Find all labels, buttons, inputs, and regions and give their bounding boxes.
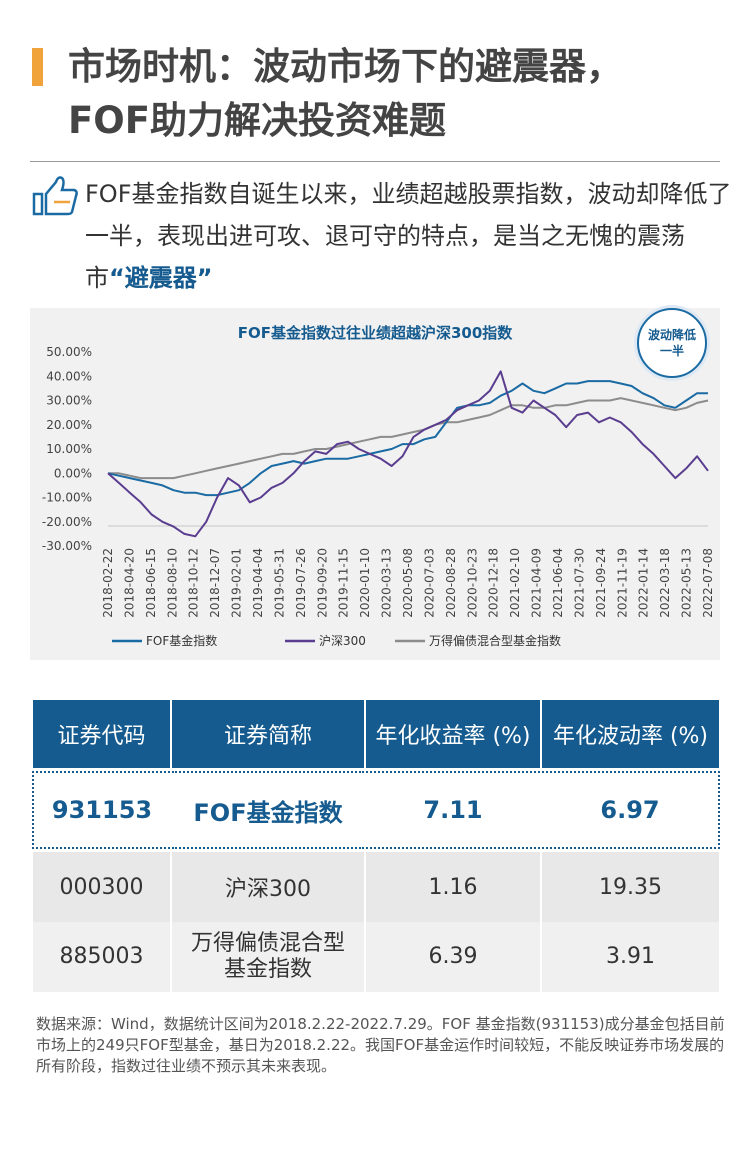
y-tick-label: -10.00% bbox=[42, 491, 92, 505]
x-tick-label: 2018-08-10 bbox=[165, 548, 179, 618]
x-tick-label: 2019-09-20 bbox=[315, 548, 329, 618]
fund-comparison-table: 证券代码 证券简称 年化收益率 (%) 年化波动率 (%) 931153 FOF… bbox=[32, 700, 720, 992]
x-tick-label: 2021-06-04 bbox=[551, 548, 565, 618]
chart-title: FOF基金指数过往业绩超越沪深300指数 bbox=[238, 324, 514, 342]
x-tick-label: 2019-07-26 bbox=[294, 548, 308, 618]
x-tick-label: 2019-04-04 bbox=[251, 548, 265, 618]
thumbs-up-icon bbox=[32, 176, 78, 216]
cell-return: 1.16 bbox=[365, 852, 542, 922]
series-line bbox=[108, 397, 709, 480]
x-tick-label: 2018-10-12 bbox=[187, 548, 201, 618]
table-row: 885003 万得偏债混合型 基金指数 6.39 3.91 bbox=[33, 922, 719, 992]
volatility-badge: 波动降低一半 bbox=[637, 308, 707, 378]
cell-code: 000300 bbox=[33, 852, 172, 922]
cell-code: 931153 bbox=[32, 771, 172, 849]
x-tick-label: 2018-12-07 bbox=[208, 548, 222, 618]
x-tick-label: 2022-05-13 bbox=[680, 548, 694, 618]
x-tick-label: 2021-11-19 bbox=[615, 548, 629, 618]
cell-name: 沪深300 bbox=[171, 852, 366, 922]
chart-panel: FOF基金指数过往业绩超越沪深300指数 50.00% 40.00% 30.00% 2… bbox=[30, 308, 720, 660]
legend-label: 沪深300 bbox=[319, 634, 366, 648]
title-divider bbox=[30, 161, 720, 162]
cell-volatility: 3.91 bbox=[541, 922, 719, 992]
cell-code: 885003 bbox=[33, 922, 172, 992]
x-tick-label: 2018-02-22 bbox=[101, 548, 115, 618]
x-tick-label: 2019-05-31 bbox=[272, 548, 286, 618]
x-tick-label: 2021-02-10 bbox=[508, 548, 522, 618]
y-tick-label: 40.00% bbox=[46, 369, 92, 383]
series-line bbox=[107, 370, 709, 538]
x-tick-label: 2020-12-18 bbox=[487, 548, 501, 618]
cell-volatility: 6.97 bbox=[541, 771, 720, 849]
cell-name-line2: 基金指数 bbox=[223, 957, 312, 982]
table-row-highlight: 931153 FOF基金指数 7.11 6.97 bbox=[32, 771, 720, 849]
x-tick-label: 2022-07-08 bbox=[701, 548, 715, 618]
x-tick-label: 2021-07-30 bbox=[572, 548, 586, 618]
y-tick-label: -30.00% bbox=[42, 539, 92, 553]
x-tick-label: 2020-03-13 bbox=[380, 548, 394, 618]
cell-return: 6.39 bbox=[365, 922, 542, 992]
page-title-line2: FOF助力解决投资难题 bbox=[68, 99, 447, 142]
page-title: 市场时机：波动市场下的避震器， FOF助力解决投资难题 bbox=[68, 40, 728, 148]
x-tick-label: 2020-07-03 bbox=[422, 548, 436, 618]
x-tick-label: 2022-01-14 bbox=[637, 548, 651, 618]
cell-name: 万得偏债混合型 基金指数 bbox=[171, 922, 366, 992]
line-chart: FOF基金指数过往业绩超越沪深300指数 50.00% 40.00% 30.00% 2… bbox=[42, 324, 715, 648]
x-tick-label: 2020-01-10 bbox=[358, 548, 372, 618]
series-line bbox=[107, 380, 708, 497]
header-return: 年化收益率 (%) bbox=[365, 700, 542, 768]
x-tick-label: 2020-05-08 bbox=[401, 548, 415, 618]
x-tick-label: 2018-06-15 bbox=[144, 548, 158, 618]
chart-legend: FOF基金指数 沪深300 万得偏债混合型基金指数 bbox=[112, 633, 561, 648]
y-tick-label: 30.00% bbox=[46, 394, 92, 408]
x-tick-label: 2021-09-24 bbox=[594, 548, 608, 618]
x-tick-label: 2020-10-23 bbox=[465, 548, 479, 618]
table-row: 000300 沪深300 1.16 19.35 bbox=[33, 852, 719, 922]
table-header-row: 证券代码 证券简称 年化收益率 (%) 年化波动率 (%) bbox=[33, 700, 719, 768]
x-axis-ticks: 2018-02-22 2018-04-20 2018-06-15 2018-08-10… bbox=[101, 548, 715, 618]
y-axis-ticks: 50.00% 40.00% 30.00% 20.00% 10.00% 0.00% -10.0… bbox=[42, 345, 92, 553]
chart-series bbox=[107, 370, 709, 538]
header-code: 证券代码 bbox=[33, 700, 172, 768]
cell-name: FOF基金指数 bbox=[171, 771, 366, 849]
y-tick-label: -20.00% bbox=[42, 515, 92, 529]
x-tick-label: 2019-11-15 bbox=[337, 548, 351, 618]
legend-label: 万得偏债混合型基金指数 bbox=[429, 633, 561, 648]
y-tick-label: 50.00% bbox=[46, 345, 92, 359]
y-tick-label: 20.00% bbox=[46, 418, 92, 432]
x-tick-label: 2022-03-18 bbox=[658, 548, 672, 618]
cell-volatility: 19.35 bbox=[541, 852, 719, 922]
intro-highlight: “避震器” bbox=[109, 264, 213, 292]
x-tick-label: 2018-04-20 bbox=[122, 548, 136, 618]
legend-label: FOF基金指数 bbox=[146, 633, 217, 648]
x-tick-label: 2020-08-28 bbox=[444, 548, 458, 618]
intro-paragraph: FOF基金指数自诞生以来，业绩超越股票指数，波动却降低了一半，表现出进可攻、退可… bbox=[85, 173, 733, 299]
title-accent-bar bbox=[32, 48, 43, 86]
header-volatility: 年化波动率 (%) bbox=[541, 700, 719, 768]
page-title-line1: 市场时机：波动市场下的避震器， bbox=[68, 45, 623, 88]
cell-name-line1: 万得偏债混合型 bbox=[190, 931, 345, 956]
intro-text: FOF基金指数自诞生以来，业绩超越股票指数，波动却降低了一半，表现出进可攻、退可… bbox=[85, 180, 732, 292]
footnote: 数据来源：Wind，数据统计区间为2018.2.22-2022.7.29。FOF… bbox=[36, 1015, 725, 1075]
x-tick-label: 2021-04-09 bbox=[530, 548, 544, 618]
y-tick-label: 0.00% bbox=[54, 466, 92, 480]
x-tick-label: 2019-02-01 bbox=[230, 548, 244, 618]
header-name: 证券简称 bbox=[171, 700, 366, 768]
cell-return: 7.11 bbox=[365, 771, 542, 849]
y-tick-label: 10.00% bbox=[46, 442, 92, 456]
